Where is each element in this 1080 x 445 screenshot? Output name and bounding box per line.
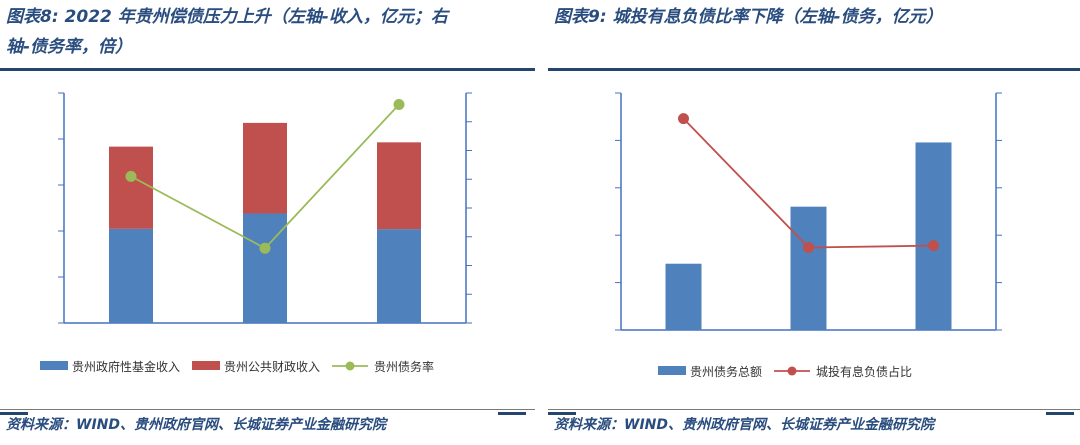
bar-贵州公共财政收入 <box>377 142 421 230</box>
bar-贵州公共财政收入 <box>109 146 153 229</box>
source-note-left: 资料来源：WIND、贵州政府官网、长城证券产业金融研究院 <box>6 417 386 433</box>
bar-贵州政府性基金收入 <box>109 228 153 323</box>
chart-panel-left: 图表8: 2022 年贵州偿债压力上升（左轴-收入，亿元；右 轴-债务率，倍） … <box>0 0 535 445</box>
bar-贵州债务总额 <box>790 206 827 330</box>
source-note-right: 资料来源：WIND、贵州政府官网、长城证券产业金融研究院 <box>554 417 934 433</box>
chart-title-right: 图表9: 城投有息负债比率下降（左轴-债务，亿元） <box>554 2 943 32</box>
legend-swatch <box>192 361 221 370</box>
line-point <box>803 242 814 254</box>
legend-swatch <box>40 361 68 370</box>
line-point <box>259 242 271 254</box>
bar-贵州政府性基金收入 <box>377 229 421 323</box>
legend-marker <box>787 366 797 376</box>
line-point <box>928 240 939 252</box>
legend-label: 贵州公共财政收入 <box>224 360 320 374</box>
legend-label: 贵州债务总额 <box>690 364 762 379</box>
legend-swatch <box>658 366 686 375</box>
bar-贵州公共财政收入 <box>243 122 287 214</box>
chart-left-svg: 贵州政府性基金收入 贵州公共财政收入 贵州债务率 <box>40 92 472 374</box>
chart-panel-right: 图表9: 城投有息负债比率下降（左轴-债务，亿元） 贵州债务总额 城投有息负债占比… <box>548 0 1080 445</box>
line-point <box>125 170 137 182</box>
source-mark-left-b <box>498 412 526 415</box>
chart-title-left-line1: 图表8: 2022 年贵州偿债压力上升（左轴-收入，亿元；右 <box>6 7 448 27</box>
source-rule-left <box>0 409 535 410</box>
line-point <box>678 113 689 125</box>
source-mark-right-b <box>1046 412 1074 415</box>
bar-贵州政府性基金收入 <box>243 213 287 323</box>
bar-贵州债务总额 <box>915 142 952 330</box>
legend-label: 贵州政府性基金收入 <box>72 359 180 374</box>
chart-title-right-line1: 图表9: 城投有息负债比率下降（左轴-债务，亿元） <box>554 7 943 27</box>
source-mark-left-a <box>0 412 28 415</box>
line-point <box>393 99 405 110</box>
legend-label: 贵州债务率 <box>374 359 434 374</box>
legend-label: 城投有息负债占比 <box>816 364 912 379</box>
bar-贵州债务总额 <box>665 263 702 330</box>
chart-title-left: 图表8: 2022 年贵州偿债压力上升（左轴-收入，亿元；右 轴-债务率，倍） <box>6 2 448 62</box>
legend-marker <box>345 361 355 371</box>
title-rule-right <box>548 68 1080 71</box>
title-rule-left <box>0 68 535 71</box>
chart-right-svg: 贵州债务总额 城投有息负债占比 <box>615 92 1002 379</box>
source-rule-right <box>548 409 1080 410</box>
source-mark-right-a <box>548 412 576 415</box>
chart-title-left-line2: 轴-债务率，倍） <box>6 37 133 57</box>
